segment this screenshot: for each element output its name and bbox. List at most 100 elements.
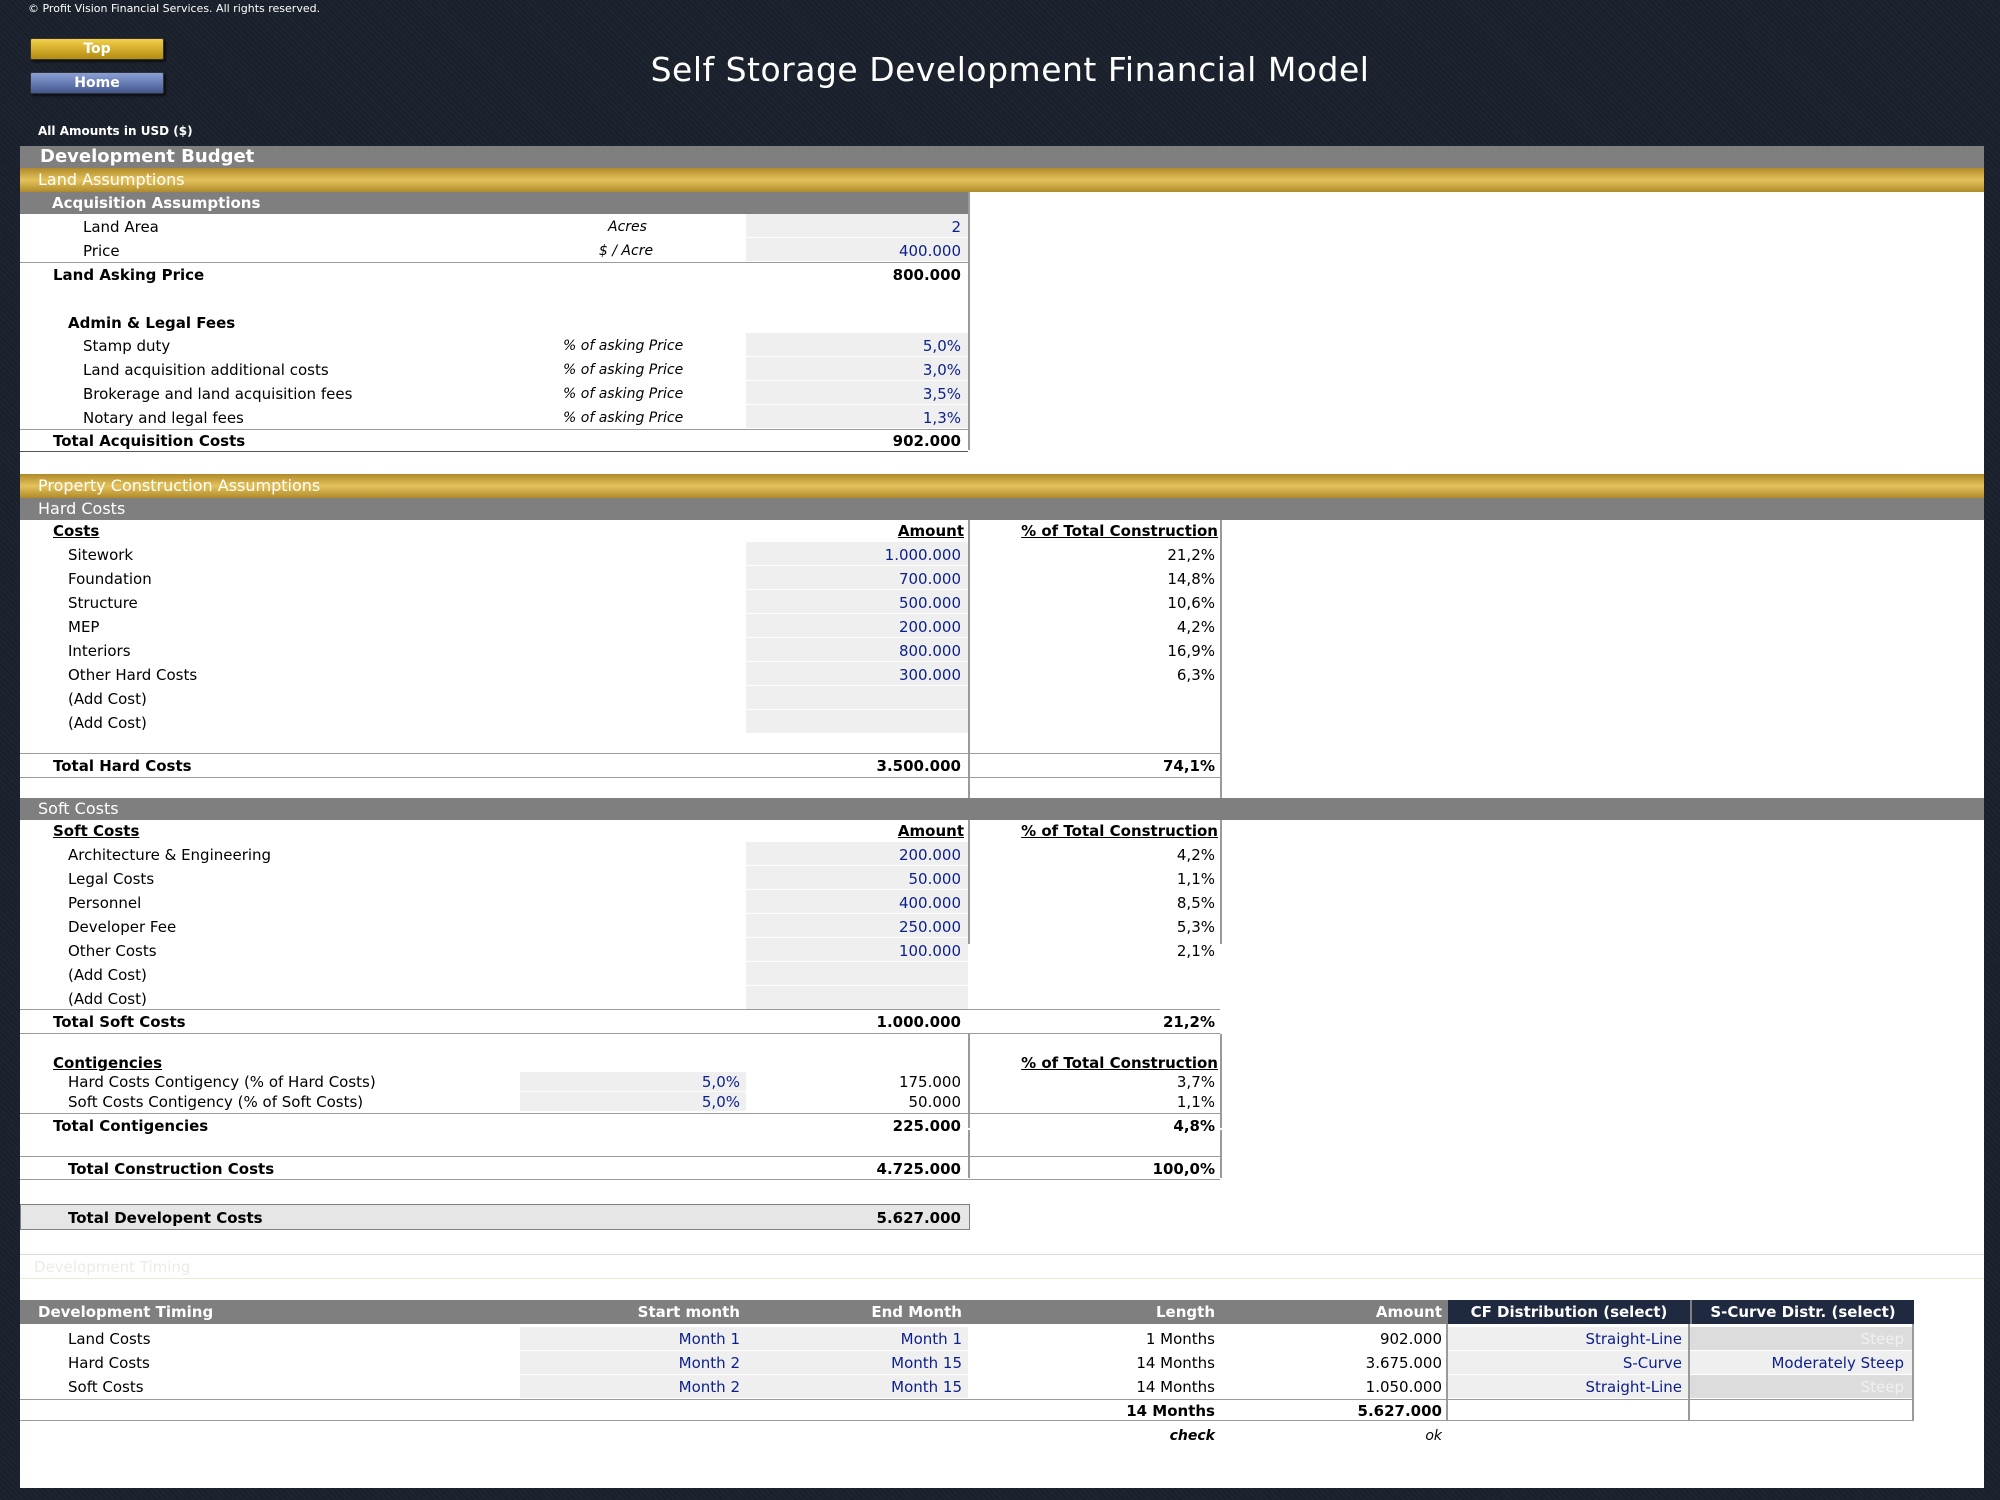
hard-cost-pct: 14,8% (1167, 570, 1215, 588)
hard-cost-label: Foundation (68, 570, 152, 588)
timing-row-label: Land Costs (68, 1330, 151, 1348)
divider (20, 1113, 1220, 1114)
total-acquisition-label: Total Acquisition Costs (53, 432, 246, 450)
page-title: Self Storage Development Financial Model (650, 50, 1370, 89)
timing-header-row (20, 1300, 1448, 1324)
price-unit: $ / Acre (598, 243, 654, 259)
start-month-input[interactable]: Month 2 (678, 1378, 740, 1396)
fee-unit: % of asking Price (563, 362, 684, 378)
cf-col-border (1446, 1324, 1448, 1420)
total-development-box (20, 1204, 970, 1230)
fee-input[interactable]: 3,0% (922, 361, 961, 379)
end-month-input[interactable]: Month 15 (891, 1378, 962, 1396)
soft-cost-input[interactable]: 50.000 (908, 870, 962, 888)
total-construction-amount: 4.725.000 (876, 1160, 961, 1178)
divider (20, 1156, 1220, 1157)
cost-input-bg (746, 914, 968, 938)
divider (20, 777, 1220, 778)
cost-input-bg (746, 890, 968, 914)
hard-cost-input[interactable]: 1.000.000 (884, 546, 961, 564)
currency-note: All Amounts in USD ($) (38, 124, 193, 138)
total-hard-costs-label: Total Hard Costs (53, 757, 192, 775)
soft-cost-input[interactable]: 400.000 (898, 894, 961, 912)
contingency-rate-input[interactable]: 5,0% (701, 1093, 740, 1111)
timing-length: 14 Months (1136, 1354, 1215, 1372)
month-input-bg (520, 1375, 968, 1399)
total-acquisition-value: 902.000 (892, 432, 961, 450)
soft-cost-input[interactable]: 200.000 (898, 846, 961, 864)
fee-input[interactable]: 3,5% (922, 385, 961, 403)
contingency-amount: 175.000 (898, 1073, 961, 1091)
cf-select-bg (1448, 1375, 1688, 1399)
fee-label: Brokerage and land acquisition fees (83, 385, 353, 403)
cost-input-bg (746, 542, 968, 566)
land-area-label: Land Area (83, 218, 159, 236)
hard-cost-input[interactable]: 700.000 (898, 570, 961, 588)
pct-col-border (1220, 1034, 1222, 1128)
divider (20, 1254, 1984, 1255)
month-input-bg (520, 1351, 968, 1375)
soft-cost-input[interactable]: 250.000 (898, 918, 961, 936)
fee-input[interactable]: 5,0% (922, 337, 961, 355)
rate-input-bg (520, 1072, 746, 1092)
fee-input-bg (746, 333, 968, 357)
hard-cost-pct: 21,2% (1167, 546, 1215, 564)
amount-col-border (968, 1034, 970, 1128)
soft-cost-input[interactable]: 100.000 (898, 942, 961, 960)
contingency-label: Soft Costs Contigency (% of Soft Costs) (68, 1093, 364, 1111)
fee-label: Notary and legal fees (83, 409, 244, 427)
cf-distribution-select[interactable]: S-Curve (1622, 1354, 1682, 1372)
pct-col-border (1220, 1130, 1222, 1178)
timing-row-label: Soft Costs (68, 1378, 144, 1396)
home-button[interactable]: Home (30, 72, 164, 94)
contingency-label: Hard Costs Contigency (% of Hard Costs) (68, 1073, 376, 1091)
divider (20, 1420, 1914, 1421)
contingency-rate-input[interactable]: 5,0% (701, 1073, 740, 1091)
soft-cost-pct: 5,3% (1176, 918, 1215, 936)
cost-input-bg (746, 986, 968, 1010)
start-month-input[interactable]: Month 1 (678, 1330, 740, 1348)
end-month-input[interactable]: Month 1 (900, 1330, 962, 1348)
copyright-notice: © Profit Vision Financial Services. All … (28, 2, 321, 15)
soft-cost-pct: 4,2% (1176, 846, 1215, 864)
timing-header-start: Start month (637, 1303, 740, 1321)
s-curve-header: S-Curve Distr. (select) (1690, 1300, 1914, 1324)
s-curve-select[interactable]: Moderately Steep (1771, 1354, 1904, 1372)
timing-header-length: Length (1156, 1303, 1215, 1321)
s-curve-select[interactable]: Steep (1860, 1330, 1904, 1348)
table-right-border (1912, 1324, 1914, 1420)
cost-input-bg (746, 710, 968, 734)
fee-input[interactable]: 1,3% (922, 409, 961, 427)
cost-input-bg (746, 590, 968, 614)
soft-cost-pct: 8,5% (1176, 894, 1215, 912)
s-curve-select[interactable]: Steep (1860, 1378, 1904, 1396)
top-button[interactable]: Top (30, 38, 164, 60)
timing-amount: 1.050.000 (1365, 1378, 1442, 1396)
hard-cost-pct: 16,9% (1167, 642, 1215, 660)
cost-input-bg (746, 938, 968, 962)
price-input[interactable]: 400.000 (898, 242, 961, 260)
total-contingencies-label: Total Contigencies (53, 1117, 209, 1135)
hard-cost-input[interactable]: 800.000 (898, 642, 961, 660)
faded-section-note: Development Timing (34, 1258, 191, 1276)
total-soft-costs-pct: 21,2% (1162, 1013, 1215, 1031)
hard-cost-input[interactable]: 300.000 (898, 666, 961, 684)
timing-amount: 3.675.000 (1365, 1354, 1442, 1372)
cf-distribution-select[interactable]: Straight-Line (1585, 1330, 1682, 1348)
soft-cost-pct: 1,1% (1176, 870, 1215, 888)
soft-costs-band: Soft Costs (20, 798, 1984, 820)
timing-length: 14 Months (1136, 1378, 1215, 1396)
hard-cost-input[interactable]: 200.000 (898, 618, 961, 636)
land-area-input-bg (746, 214, 968, 238)
start-month-input[interactable]: Month 2 (678, 1354, 740, 1372)
soft-costs-col-pct: % of Total Construction (1021, 822, 1218, 840)
total-development-label: Total Developent Costs (68, 1209, 263, 1227)
land-area-input[interactable]: 2 (951, 218, 961, 236)
fee-label: Land acquisition additional costs (83, 361, 329, 379)
cf-distribution-select[interactable]: Straight-Line (1585, 1378, 1682, 1396)
timing-total-amount: 5.627.000 (1357, 1402, 1442, 1420)
hard-cost-input[interactable]: 500.000 (898, 594, 961, 612)
cost-input-bg (746, 866, 968, 890)
hard-costs-col-pct: % of Total Construction (1021, 522, 1218, 540)
end-month-input[interactable]: Month 15 (891, 1354, 962, 1372)
